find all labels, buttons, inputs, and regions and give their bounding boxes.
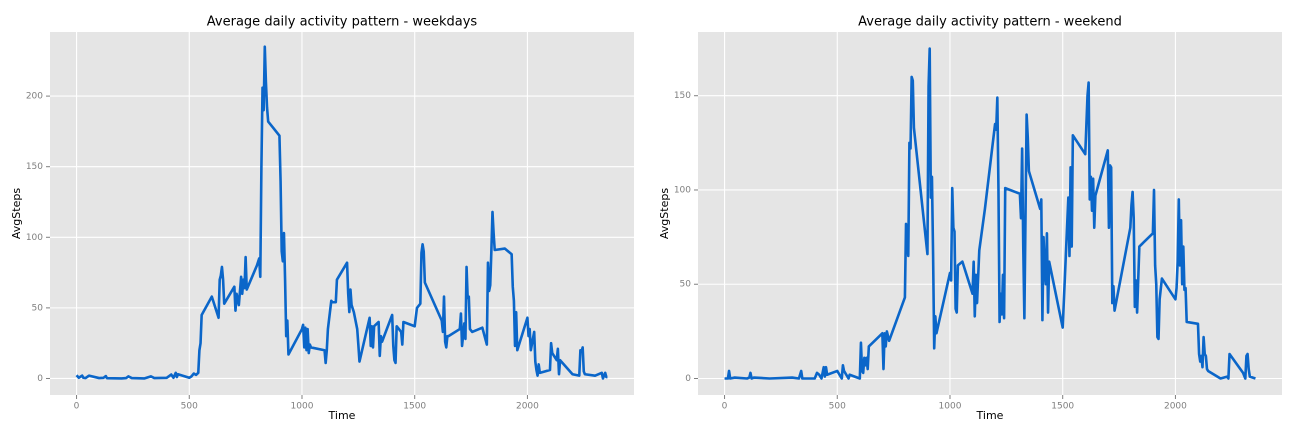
y-tick-label: 0 xyxy=(685,374,691,384)
chart-title: Average daily activity pattern - weekend xyxy=(858,15,1122,30)
plot-background xyxy=(50,32,634,395)
y-tick-label: 150 xyxy=(26,162,43,172)
y-tick-label: 100 xyxy=(26,233,43,243)
y-tick-label: 50 xyxy=(32,303,44,313)
x-tick-label: 0 xyxy=(74,402,80,412)
x-tick-label: 1000 xyxy=(939,402,962,412)
y-axis-title: AvgSteps xyxy=(658,188,671,239)
x-tick-label: 1500 xyxy=(1051,402,1074,412)
x-tick-label: 1000 xyxy=(291,402,314,412)
x-tick-label: 2000 xyxy=(516,402,539,412)
x-axis-title: Time xyxy=(976,409,1004,422)
data-line xyxy=(724,47,1256,380)
y-tick-label: 0 xyxy=(37,374,43,384)
y-tick-label: 100 xyxy=(674,185,691,195)
y-tick-label: 150 xyxy=(674,91,691,101)
data-line xyxy=(75,45,608,380)
y-tick-label: 50 xyxy=(680,280,692,290)
chart-title: Average daily activity pattern - weekday… xyxy=(207,15,478,30)
x-tick-label: 0 xyxy=(722,402,728,412)
y-axis-title: AvgSteps xyxy=(10,188,23,239)
x-tick-label: 500 xyxy=(181,402,198,412)
y-tick-label: 200 xyxy=(26,92,43,102)
x-axis-title: Time xyxy=(328,409,356,422)
plot-background xyxy=(698,32,1282,395)
x-tick-label: 2000 xyxy=(1164,402,1187,412)
x-tick-label: 1500 xyxy=(403,402,426,412)
x-tick-label: 500 xyxy=(829,402,846,412)
